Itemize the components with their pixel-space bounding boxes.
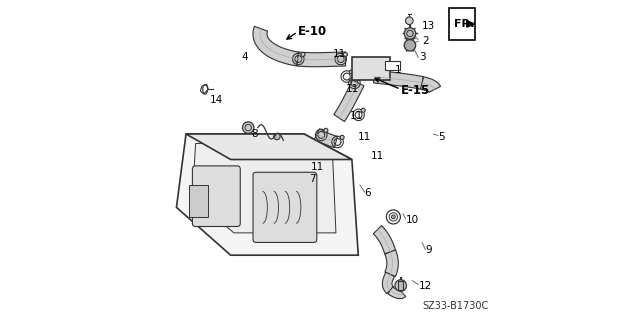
Polygon shape: [314, 129, 337, 147]
Polygon shape: [467, 21, 475, 27]
Polygon shape: [297, 52, 346, 67]
Circle shape: [395, 280, 406, 291]
Circle shape: [404, 28, 416, 39]
Polygon shape: [385, 250, 398, 277]
FancyBboxPatch shape: [449, 8, 475, 40]
Polygon shape: [200, 85, 209, 94]
FancyBboxPatch shape: [193, 166, 240, 226]
Polygon shape: [420, 77, 440, 92]
Text: 11: 11: [350, 111, 364, 122]
Text: 14: 14: [210, 95, 223, 106]
Text: SZ33-B1730C: SZ33-B1730C: [422, 301, 488, 311]
Text: 8: 8: [252, 129, 258, 139]
Text: 3: 3: [419, 52, 426, 63]
Text: 4: 4: [242, 52, 248, 63]
Circle shape: [274, 133, 280, 140]
Text: 11: 11: [358, 132, 372, 142]
Text: 13: 13: [422, 20, 435, 31]
Circle shape: [361, 108, 365, 112]
Text: 11: 11: [371, 151, 384, 161]
Text: 7: 7: [309, 174, 316, 184]
Polygon shape: [193, 144, 336, 233]
Circle shape: [349, 70, 353, 74]
Polygon shape: [334, 80, 364, 122]
Polygon shape: [374, 70, 423, 89]
Polygon shape: [177, 134, 358, 255]
Text: 1: 1: [395, 65, 401, 75]
Polygon shape: [385, 61, 400, 70]
Polygon shape: [388, 287, 406, 299]
Bar: [189, 185, 209, 217]
Circle shape: [343, 52, 348, 56]
Polygon shape: [186, 134, 352, 160]
Text: 9: 9: [425, 245, 432, 256]
Text: 11: 11: [310, 162, 324, 173]
Text: 11: 11: [333, 49, 346, 59]
Circle shape: [301, 52, 305, 56]
Text: 10: 10: [406, 215, 419, 225]
FancyBboxPatch shape: [253, 172, 317, 242]
Text: FR.: FR.: [454, 19, 474, 29]
Circle shape: [324, 128, 328, 132]
Circle shape: [357, 76, 361, 80]
Polygon shape: [253, 26, 299, 66]
Text: 11: 11: [346, 84, 359, 94]
Text: 2: 2: [422, 36, 429, 47]
Text: E-10: E-10: [298, 26, 327, 38]
Circle shape: [243, 122, 254, 133]
Text: 12: 12: [419, 280, 432, 291]
Text: 5: 5: [438, 132, 445, 142]
Polygon shape: [373, 226, 396, 254]
Bar: [398, 281, 403, 290]
Text: 6: 6: [365, 188, 371, 198]
Circle shape: [404, 40, 416, 51]
Text: E-15: E-15: [401, 85, 431, 97]
Circle shape: [406, 17, 413, 25]
Polygon shape: [352, 57, 390, 80]
Polygon shape: [382, 272, 394, 294]
Circle shape: [340, 135, 344, 139]
Circle shape: [392, 215, 396, 219]
